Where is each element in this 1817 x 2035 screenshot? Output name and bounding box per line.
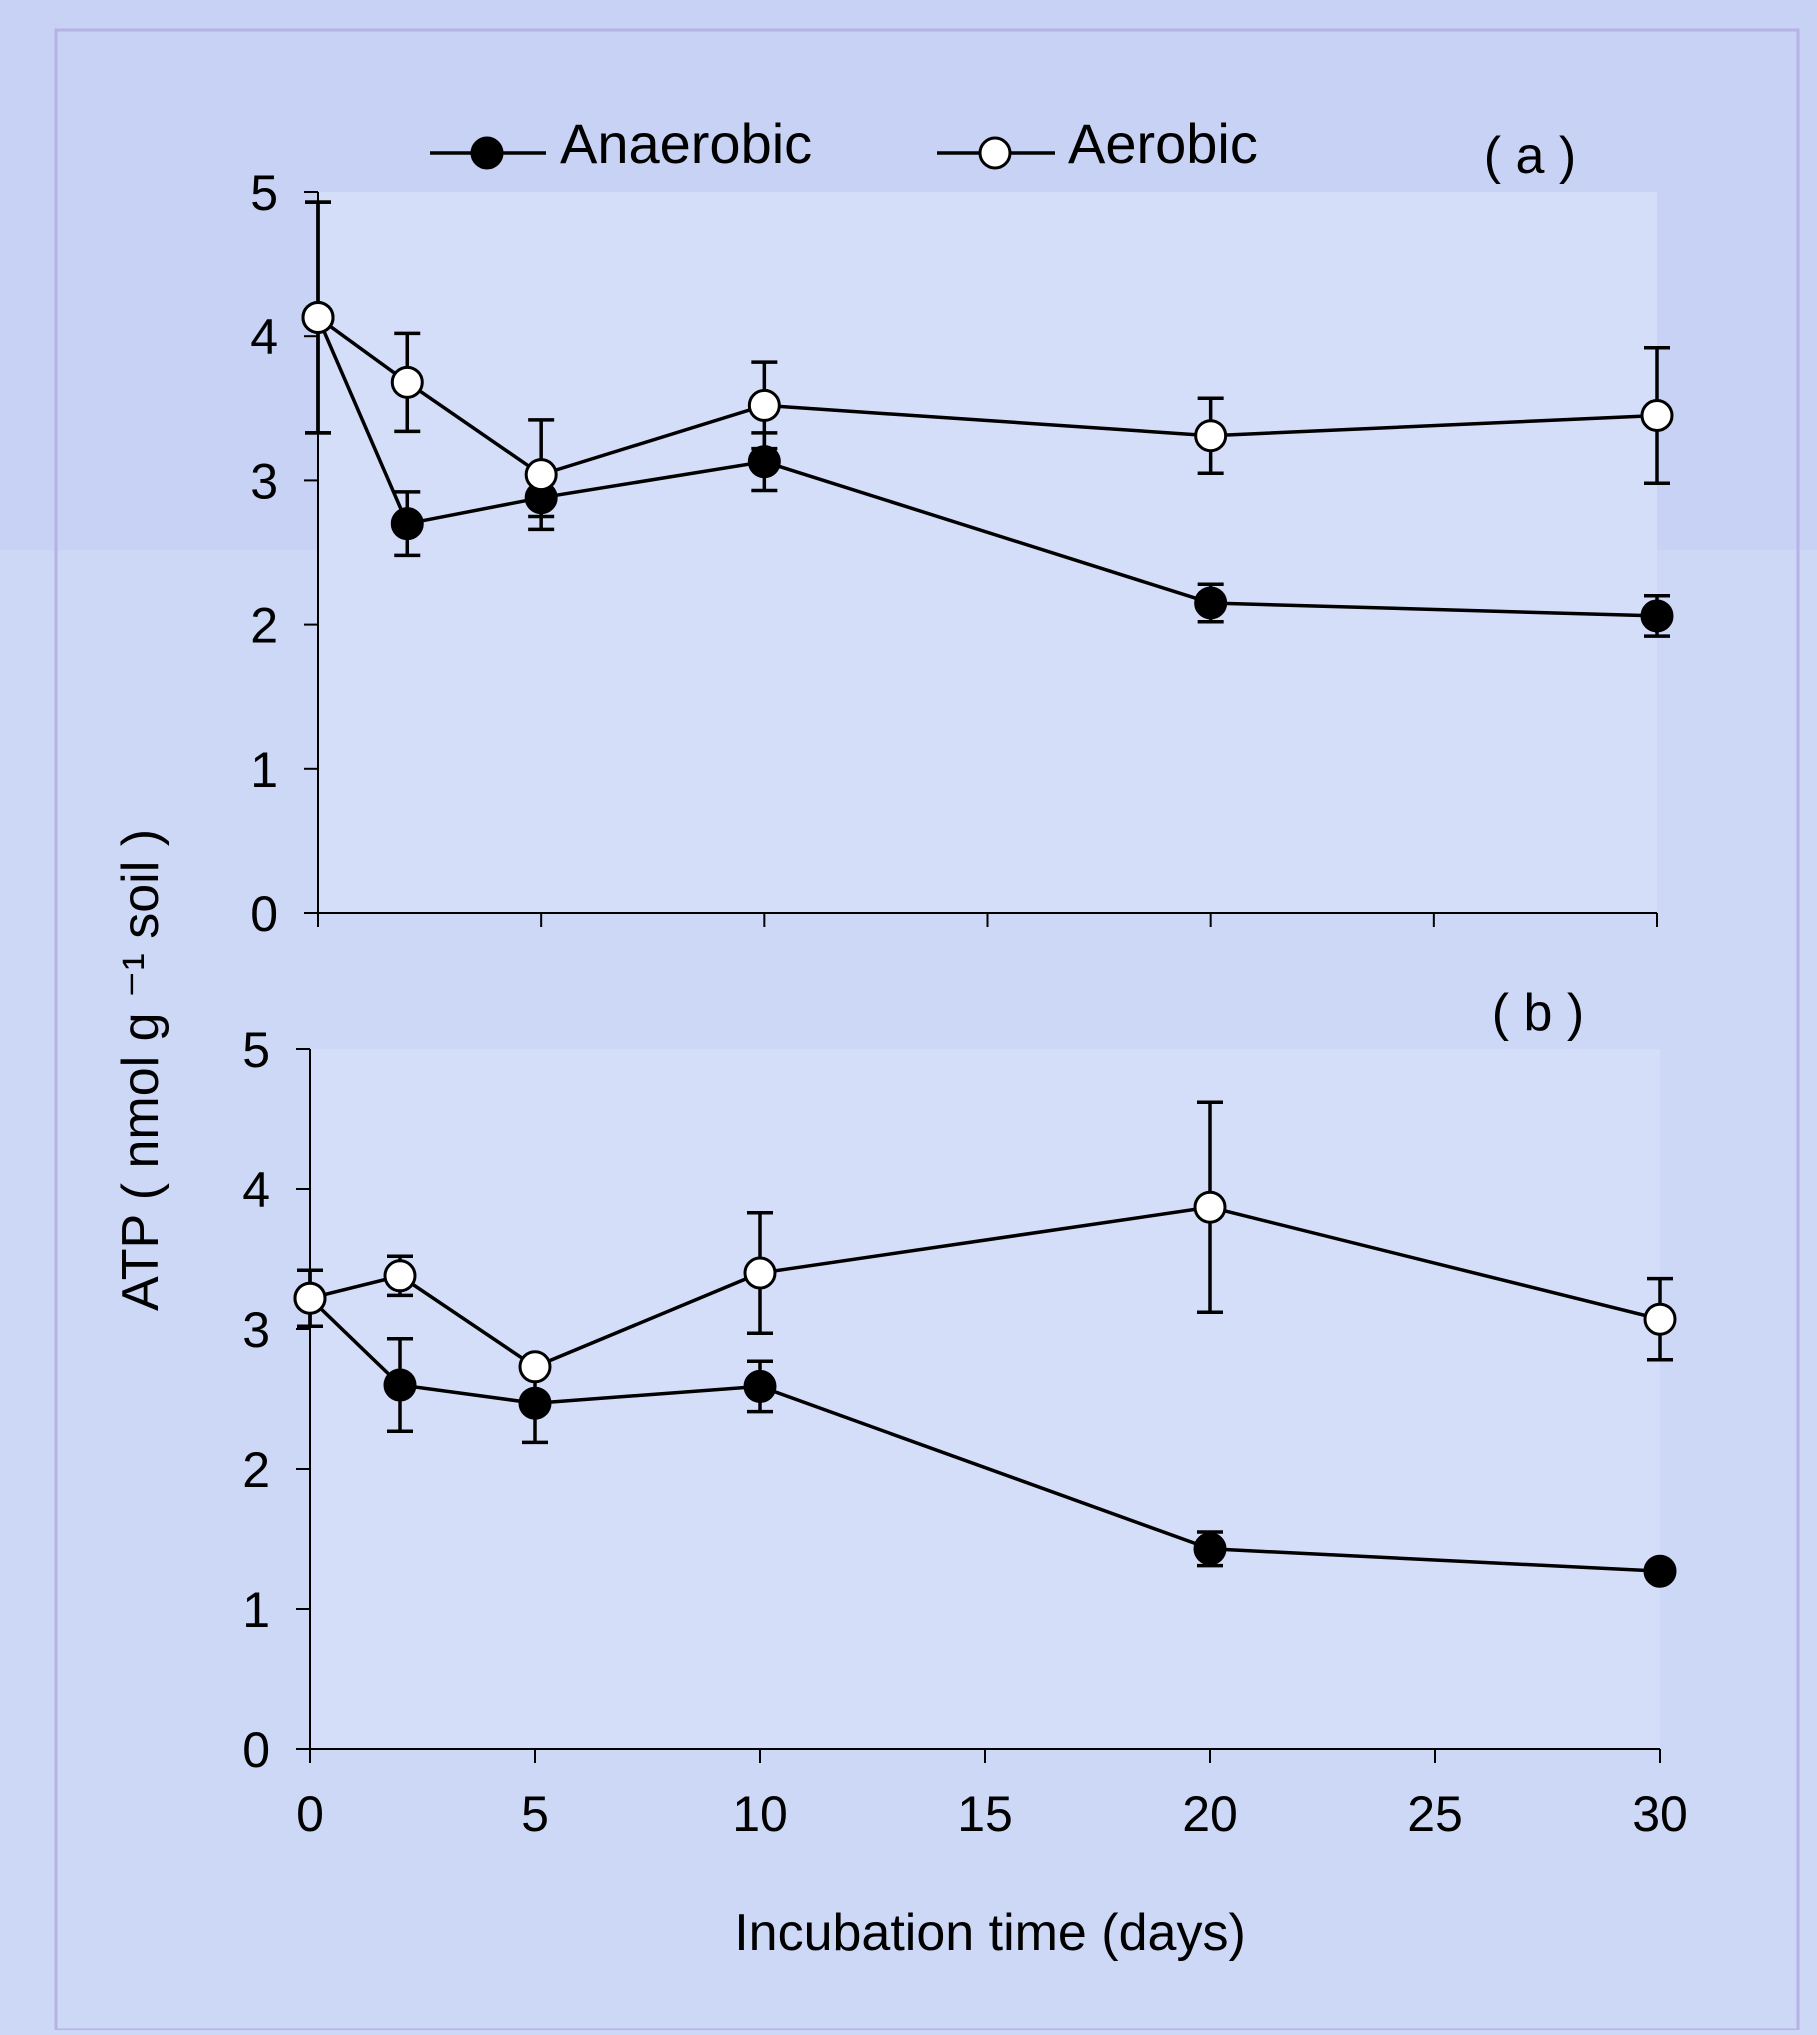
x-tick-label: 10: [732, 1786, 788, 1842]
y-tick-label: 2: [242, 1442, 270, 1498]
legend: Anaerobic Aerobic: [430, 112, 1258, 175]
x-tick-label: 30: [1632, 1786, 1688, 1842]
data-point-aerobic: [524, 458, 558, 492]
chart-panel-a: 0 1 2 3 4 5 ( a ): [250, 127, 1674, 942]
series-aerobic: [301, 200, 1674, 532]
data-point-anaerobic: [747, 445, 781, 479]
data-point-anaerobic: [1643, 1554, 1677, 1588]
data-point-anaerobic: [390, 507, 424, 541]
data-point-aerobic: [1640, 399, 1674, 433]
data-point-anaerobic: [1193, 1532, 1227, 1566]
legend-symbol: [978, 136, 1012, 170]
panel-label: ( b ): [1492, 984, 1584, 1042]
y-tick-label: 5: [250, 165, 278, 221]
y-tick-label: 5: [242, 1022, 270, 1078]
data-point-aerobic: [1193, 1190, 1227, 1224]
data-point-anaerobic: [743, 1369, 777, 1403]
y-tick-label: 0: [250, 886, 278, 942]
legend-label-anaerobic: Anaerobic: [560, 112, 812, 175]
data-point-anaerobic: [1194, 586, 1228, 620]
chart-panel-b: 0 1 2 3 4 5 0 5 10 15 20 25 30 ( b ): [242, 984, 1688, 1842]
y-tick-label: 0: [242, 1722, 270, 1778]
x-tick-label: 0: [296, 1786, 324, 1842]
data-point-aerobic: [390, 365, 424, 399]
legend-marker-aerobic: [937, 136, 1055, 170]
series-line-aerobic: [316, 316, 1658, 477]
data-point-aerobic: [383, 1259, 417, 1293]
y-tick-label: 2: [250, 598, 278, 654]
x-tick-label: 20: [1182, 1786, 1238, 1842]
data-point-aerobic: [743, 1256, 777, 1290]
data-point-aerobic: [518, 1350, 552, 1384]
data-point-aerobic: [1194, 419, 1228, 453]
y-tick-label: 3: [242, 1302, 270, 1358]
chart-panels: 0 1 2 3 4 5 ( a ) 0 1 2 3 4 5 0 5 10 15 20 25 30 ( b ): [242, 127, 1688, 1842]
y-tick-label: 1: [242, 1582, 270, 1638]
x-tick-label: 15: [957, 1786, 1013, 1842]
y-tick-label: 4: [250, 309, 278, 365]
y-tick-label: 3: [250, 453, 278, 509]
series-line-anaerobic: [316, 316, 1658, 618]
data-point-anaerobic: [518, 1386, 552, 1420]
data-point-aerobic: [293, 1281, 327, 1315]
y-axis-title: ATP ( nmol g ⁻¹ soil ): [112, 829, 170, 1311]
series-aerobic: [293, 1100, 1677, 1384]
x-tick-label: 5: [521, 1786, 549, 1842]
data-point-aerobic: [747, 388, 781, 422]
series-line-anaerobic: [308, 1296, 1661, 1573]
data-point-anaerobic: [383, 1368, 417, 1402]
y-tick-label: 1: [250, 742, 278, 798]
data-point-aerobic: [301, 300, 335, 334]
panel-label: ( a ): [1484, 127, 1576, 185]
data-point-aerobic: [1643, 1302, 1677, 1336]
data-point-anaerobic: [1640, 599, 1674, 633]
legend-label-aerobic: Aerobic: [1068, 112, 1258, 175]
legend-symbol: [470, 136, 504, 170]
legend-marker-anaerobic: [430, 136, 546, 170]
plot-area: [318, 192, 1657, 913]
y-tick-label: 4: [242, 1162, 270, 1218]
x-axis-title: Incubation time (days): [734, 1904, 1246, 1962]
x-tick-label: 25: [1407, 1786, 1463, 1842]
